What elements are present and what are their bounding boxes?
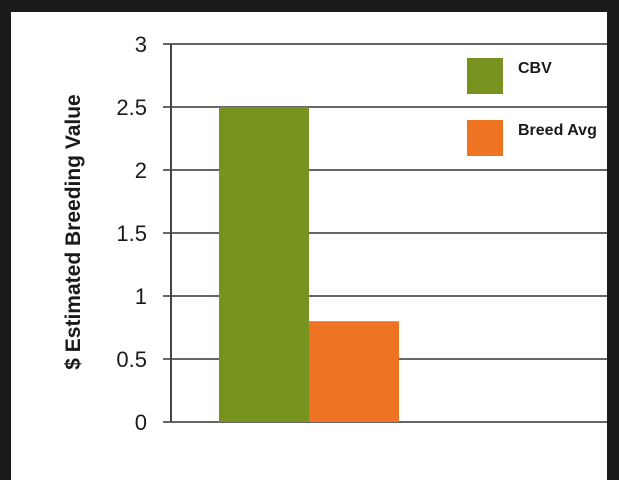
bar-cbv [219, 107, 309, 422]
y-tick-label: 1 [135, 284, 147, 309]
y-tick-label: 0 [135, 410, 147, 435]
y-tick-labels: 0 0.5 1 1.5 2 2.5 3 [116, 32, 147, 435]
bars [219, 107, 399, 422]
y-tick-label: 2 [135, 158, 147, 183]
legend-swatch [467, 58, 503, 94]
legend-label: CBV [518, 60, 552, 77]
legend-swatch [467, 120, 503, 156]
y-tick-label: 0.5 [116, 347, 147, 372]
legend-label: Breed Avg [518, 122, 597, 139]
y-tick-label: 2.5 [116, 95, 147, 120]
legend: CBV Breed Avg [467, 58, 597, 156]
y-tick-label: 3 [135, 32, 147, 57]
bar-breed-avg [309, 321, 399, 422]
y-tick-label: 1.5 [116, 221, 147, 246]
y-axis-label: $ Estimated Breeding Value [62, 94, 85, 369]
